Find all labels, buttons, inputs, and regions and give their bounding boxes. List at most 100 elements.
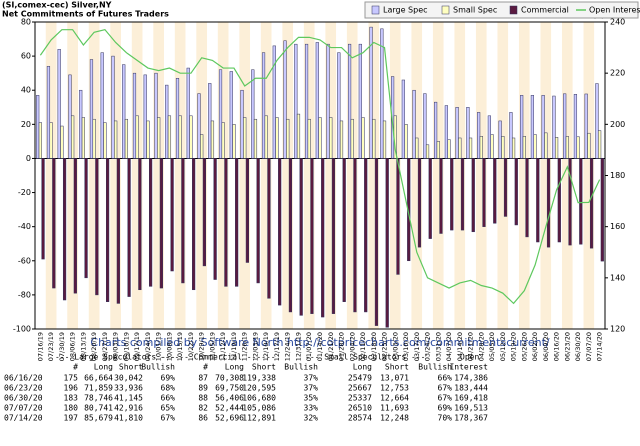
table-cell: 183,444: [454, 384, 488, 393]
band-bg: [465, 22, 476, 329]
x-tick-label: 06/02/20: [531, 332, 539, 361]
x-tick-label: 09/17/19: [133, 332, 141, 361]
bar: [455, 107, 459, 159]
bar: [103, 122, 107, 159]
table-cell: 07/07/20: [4, 404, 43, 413]
bar: [170, 158, 174, 272]
table-cell: 169,513: [454, 404, 488, 413]
bar: [149, 158, 153, 287]
bar: [568, 158, 572, 246]
table-cell: 06/16/20: [4, 374, 43, 383]
table-cell: 37%: [304, 374, 319, 383]
bar: [143, 74, 147, 159]
legend-label: Open Interest: [589, 6, 640, 15]
x-tick-label: 10/08/19: [165, 332, 173, 361]
bar: [544, 132, 548, 159]
bar: [122, 64, 126, 159]
bar: [60, 125, 64, 159]
bar: [434, 101, 438, 159]
table-column-header: #: [73, 363, 78, 372]
table-cell: 66%: [438, 374, 453, 383]
x-tick-label: 03/03/20: [391, 332, 399, 361]
legend-label: Commercial: [521, 6, 569, 15]
bar: [468, 137, 473, 159]
bar: [501, 136, 505, 159]
band-bg: [346, 22, 358, 329]
bar: [92, 118, 96, 159]
bar: [466, 107, 470, 159]
bar: [533, 134, 537, 159]
table-column-header: Bullish: [418, 363, 452, 372]
table-cell: 178,367: [454, 414, 488, 423]
table-column-header: Long: [353, 363, 372, 372]
table-cell: 69%: [161, 374, 176, 383]
bar: [299, 158, 303, 316]
band-bg: [67, 22, 79, 329]
bar: [202, 158, 206, 267]
y-tick-label: 80: [21, 18, 31, 27]
y2-tick-label: 160: [610, 222, 625, 231]
band-bg: [411, 22, 423, 329]
bar: [221, 122, 225, 159]
bar: [138, 158, 142, 291]
band-bg: [540, 22, 552, 329]
y2-tick-label: 240: [610, 18, 625, 27]
bar: [52, 158, 56, 289]
bar: [380, 28, 384, 159]
x-tick-label: 11/12/19: [219, 332, 227, 361]
band-bg: [572, 22, 584, 329]
band-bg: [174, 22, 186, 329]
bar: [71, 115, 75, 159]
bar: [272, 45, 276, 159]
chart-title: (SI,comex-cec) Silver,NY: [2, 1, 112, 10]
x-tick-label: 02/11/20: [359, 332, 367, 361]
bar: [458, 137, 462, 159]
x-tick-label: 08/27/19: [101, 332, 109, 361]
table-group-header: Open: [460, 353, 479, 362]
band-bg: [78, 22, 89, 329]
table-cell: 11,693: [380, 404, 409, 413]
bar: [278, 158, 282, 306]
band-bg: [443, 22, 455, 329]
bar: [361, 117, 365, 159]
table-cell: 12,248: [380, 414, 409, 423]
bar: [331, 158, 336, 314]
table-group-header: --- Large Speculators ---: [55, 353, 175, 362]
x-tick-label: 01/14/20: [316, 332, 324, 361]
band-bg: [142, 22, 154, 329]
table-column-header: Long: [94, 363, 113, 372]
table-cell: 56,406: [215, 394, 244, 403]
y-tick-label: -60: [18, 256, 31, 265]
band-bg: [486, 22, 498, 329]
band-bg: [422, 22, 433, 329]
table-cell: 70%: [438, 414, 453, 423]
bar: [275, 117, 279, 159]
bar: [576, 136, 580, 159]
band-bg: [325, 22, 337, 329]
bar: [401, 79, 405, 159]
bar: [224, 158, 228, 287]
bar: [511, 137, 516, 159]
bar: [111, 55, 115, 159]
table-column-header: Short: [385, 363, 409, 372]
table-cell: 25337: [348, 394, 372, 403]
bar: [587, 132, 591, 159]
bar: [46, 66, 51, 159]
band-bg: [303, 22, 315, 329]
table-cell: 67%: [438, 384, 453, 393]
bar: [600, 158, 604, 262]
table-cell: 87: [198, 374, 208, 383]
band-bg: [432, 22, 444, 329]
band-bg: [529, 22, 541, 329]
band-bg: [121, 22, 132, 329]
x-tick-label: 10/01/19: [155, 332, 163, 361]
x-tick-label: 06/09/20: [542, 332, 550, 361]
bar: [256, 158, 260, 284]
table-group-header: --- Small Speculators ---: [305, 353, 425, 362]
bar: [84, 158, 88, 279]
bar: [208, 83, 212, 159]
band-bg: [35, 22, 46, 329]
table-column-header: Short: [119, 363, 143, 372]
bar: [552, 95, 556, 159]
table-cell: 41,145: [114, 394, 143, 403]
